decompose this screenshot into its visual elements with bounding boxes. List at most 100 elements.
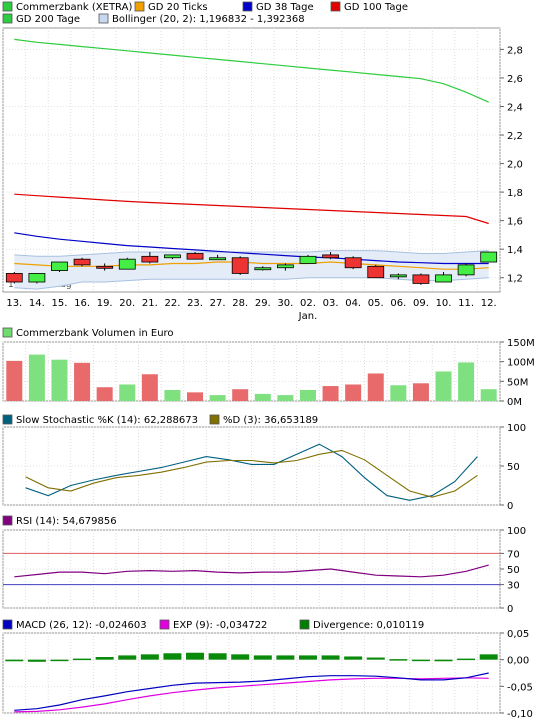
price-y-tick-label: 2,0 [507,160,523,171]
macd-y-tick-label: -0,10 [507,709,533,720]
x-tick-label: 27. [210,298,226,309]
divergence-bar [118,655,137,660]
macd-y-tick-label: 0,00 [507,656,529,667]
x-tick-label: 15. [52,298,68,309]
legend-swatch [2,515,13,526]
x-tick-label: 09. [413,298,429,309]
bollinger-lower [14,277,489,290]
stochastic-y-tick-label: 50 [507,462,520,473]
volume-bar [209,395,226,401]
volume-bar [390,385,407,401]
volume-bar [412,383,429,401]
divergence-bar [140,654,159,660]
divergence-bar [298,655,317,660]
volume-bar [480,389,497,401]
divergence-bar [231,654,250,660]
x-tick-label: 22. [164,298,180,309]
candle-up [28,273,46,283]
legend-label: GD 20 Ticks [148,2,208,13]
x-tick-label: 11. [458,298,474,309]
legend-label: Slow Stochastic %K (14): 62,288673 [16,415,198,426]
price-y-tick-label: 2,8 [507,45,523,56]
price-y-tick-label: 2,6 [507,74,523,85]
volume-bar [96,387,113,401]
volume-bar [51,359,68,401]
bollinger-upper [14,250,489,257]
candle-up [480,251,498,263]
candle-down [322,254,339,259]
divergence-bar [366,657,385,660]
legend-swatch [98,13,109,24]
volume-bar [141,374,158,401]
x-tick-label: 29. [255,298,271,309]
legend-label: GD 38 Tage [256,2,314,13]
divergence-bar [73,658,92,661]
x-tick-label: 10. [436,298,452,309]
legend-swatch [2,327,13,338]
candle-down [344,257,362,269]
x-tick-label: 21. [142,298,158,309]
volume-bar [299,389,316,401]
legend-label: %D (3): 36,653189 [223,415,318,426]
candle-up [254,267,272,271]
candle-up [51,261,68,271]
divergence-bar [457,658,476,661]
candle-down [186,253,204,260]
candle-down [5,273,23,283]
x-month-label: Jan. [298,311,318,322]
price-y-tick-label: 1,2 [507,274,523,285]
legend-label: EXP (9): -0,034722 [173,620,267,631]
candle-up [389,274,407,278]
candle-down [96,265,114,269]
candle-up [299,255,317,264]
rsi-y-tick-label: 70 [507,549,520,560]
volume-bar [232,389,249,401]
legend-swatch [299,619,310,630]
divergence-bar [186,652,205,660]
candle-up [435,274,452,283]
divergence-bar [50,659,69,662]
legend-swatch [134,1,145,12]
volume-bar [322,386,339,401]
legend-label: Divergence: 0,010119 [313,620,424,631]
legend-label: MACD (26, 12): -0,024603 [16,620,147,631]
volume-bar [277,395,294,401]
volume-bar [164,389,181,401]
divergence-bar [253,655,272,660]
volume-bar [435,371,452,401]
divergence-bar [411,659,430,662]
legend-swatch [242,1,253,12]
price-y-tick-label: 1,8 [507,188,523,199]
x-tick-label: 12. [481,298,497,309]
divergence-bar [479,654,498,660]
legend-swatch [159,619,170,630]
legend-swatch [2,1,13,12]
divergence-bar [344,656,363,660]
x-tick-label: 28. [232,298,248,309]
rsi-line [14,564,489,578]
x-tick-label: 03. [323,298,339,309]
divergence-bar [95,657,114,660]
volume-bar [28,354,45,401]
legend-swatch [209,414,220,425]
legend-label: Commerzbank (XETRA) [16,2,132,13]
volume-bar [74,362,91,401]
candle-up [209,257,227,261]
gd20-line [14,261,489,270]
x-tick-label: 20. [119,298,135,309]
divergence-bar [27,659,46,662]
stochastic-y-tick-label: 0 [507,501,513,512]
x-tick-label: 02. [300,298,316,309]
volume-bar [119,384,136,401]
divergence-bar [389,659,408,661]
divergence-bar [5,659,24,662]
candle-down [367,265,385,279]
macd-line [14,672,489,711]
divergence-bar [276,655,295,660]
legend-label: GD 200 Tage [16,14,80,25]
volume-bar [187,392,204,401]
stochastic-d-line [25,449,478,498]
volume-y-tick-label: 100M [507,358,535,369]
legend-swatch [2,414,13,425]
macd-y-tick-label: -0,05 [507,682,533,693]
